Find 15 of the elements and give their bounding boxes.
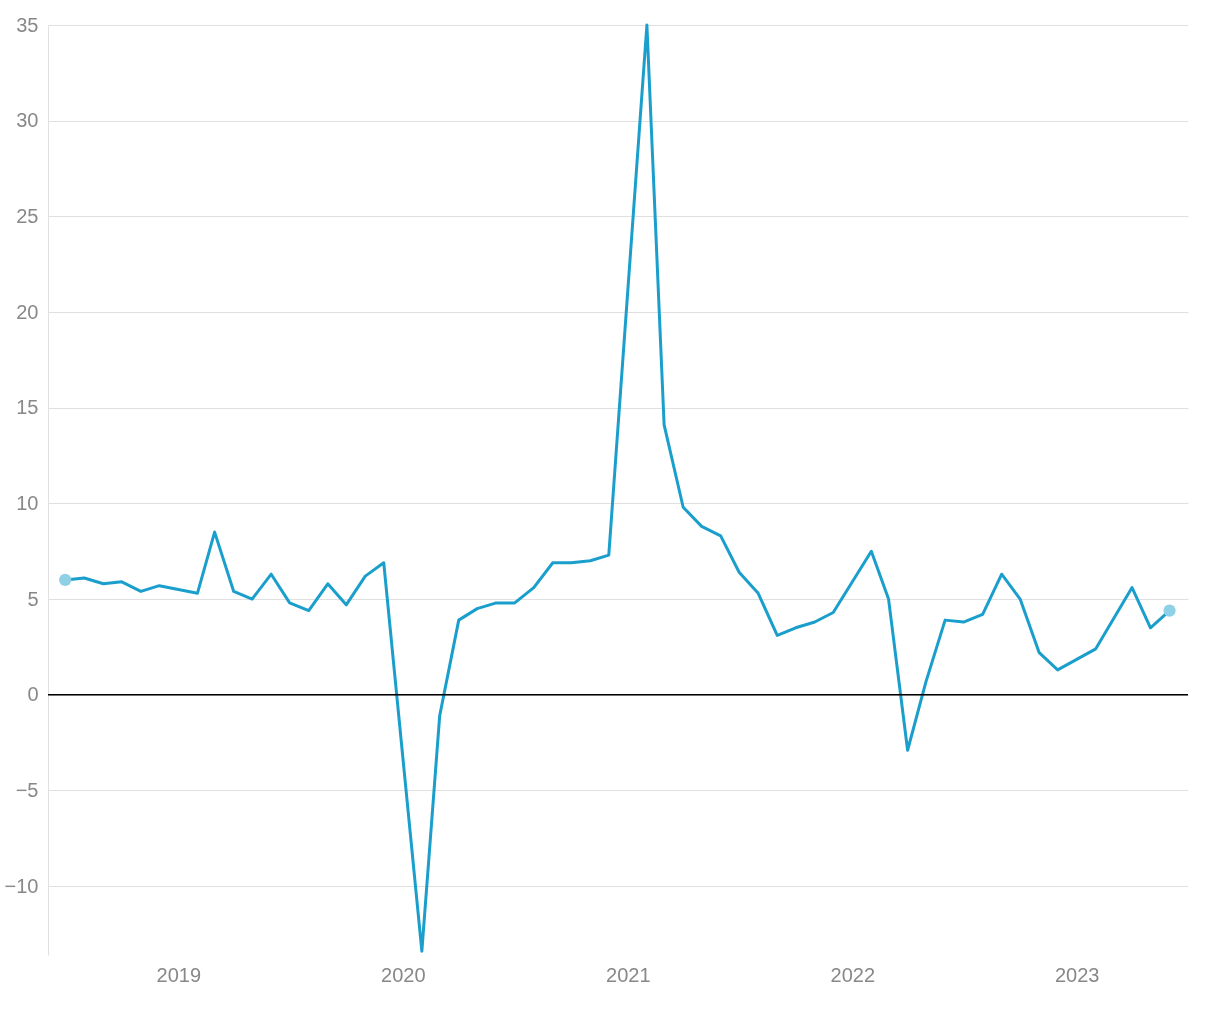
y-tick-label: 35 <box>16 13 39 36</box>
y-tick-label: 10 <box>16 491 39 514</box>
y-tick-label: 15 <box>16 396 39 419</box>
x-tick-label: 2020 <box>381 963 426 986</box>
y-tick-label: 0 <box>27 683 39 706</box>
x-tick-label: 2019 <box>156 963 202 986</box>
x-tick-label: 2021 <box>606 963 651 986</box>
y-tick-label: −10 <box>4 874 39 897</box>
y-tick-label: 25 <box>16 204 39 227</box>
x-tick-label: 2023 <box>1054 963 1100 986</box>
y-tick-label: −5 <box>15 778 39 801</box>
y-tick-label: 5 <box>27 587 39 610</box>
y-tick-label: 30 <box>16 109 39 132</box>
y-tick-label: 20 <box>16 300 39 323</box>
x-tick-label: 2022 <box>830 963 876 986</box>
